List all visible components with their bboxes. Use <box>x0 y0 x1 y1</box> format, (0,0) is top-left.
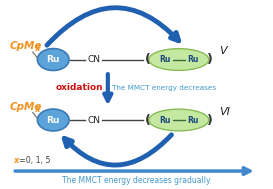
Text: Ru: Ru <box>47 115 60 125</box>
Circle shape <box>37 49 69 70</box>
Text: =0, 1, 5: =0, 1, 5 <box>19 156 50 165</box>
Text: ): ) <box>207 53 213 66</box>
Text: The MMCT energy decreases: The MMCT energy decreases <box>112 85 216 91</box>
Text: (: ( <box>144 114 150 126</box>
Text: oxidation: oxidation <box>56 83 104 92</box>
Text: The MMCT energy decreases gradually: The MMCT energy decreases gradually <box>62 176 211 185</box>
Text: CN: CN <box>87 55 100 64</box>
Text: CN: CN <box>87 115 100 125</box>
Text: Ru: Ru <box>187 55 198 64</box>
Text: (: ( <box>144 53 150 66</box>
Text: x: x <box>35 44 40 53</box>
Ellipse shape <box>149 49 209 70</box>
Text: CpMe: CpMe <box>10 102 42 112</box>
Text: CpMe: CpMe <box>10 41 42 51</box>
Text: Ru: Ru <box>159 55 171 64</box>
Text: Ru: Ru <box>47 55 60 64</box>
Text: VI: VI <box>219 107 230 116</box>
Text: x: x <box>13 156 19 165</box>
Text: Ru: Ru <box>187 115 198 125</box>
Text: Ru: Ru <box>159 115 171 125</box>
Text: x: x <box>35 105 40 114</box>
Text: ): ) <box>207 114 213 126</box>
Circle shape <box>37 109 69 131</box>
Ellipse shape <box>149 109 209 131</box>
Text: V: V <box>219 46 227 56</box>
